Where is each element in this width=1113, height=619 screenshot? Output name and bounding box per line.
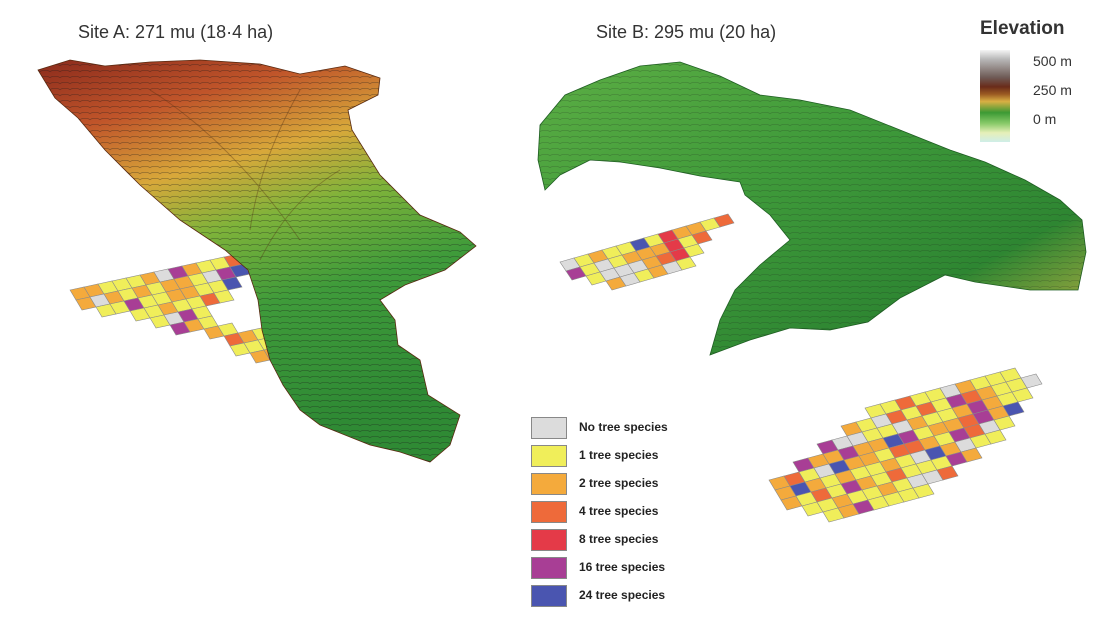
legend-swatch [531,501,567,523]
plot-cell [713,213,735,228]
elevation-tick-500: 500 m [1033,53,1072,69]
plot-cell [993,415,1016,431]
site-a-terrain [37,59,477,463]
plot-cell [675,256,697,271]
legend-swatch [531,585,567,607]
site-b-species-grid [559,213,1043,523]
legend-label: 16 tree species [579,560,666,574]
plot-cell [936,465,959,481]
legend-label: No tree species [579,420,668,434]
legend-label: 4 tree species [579,504,659,518]
legend-swatch [531,557,567,579]
site-a-title: Site A: 271 mu (18·4 ha) [78,22,274,42]
legend-swatch [531,445,567,467]
plot-cell [960,447,983,463]
legend-label: 24 tree species [579,588,666,602]
plot-cell [221,276,243,291]
elevation-tick-0: 0 m [1033,111,1057,127]
site-b-title: Site B: 295 mu (20 ha) [596,22,777,42]
legend-label: 8 tree species [579,532,659,546]
legend-swatch [531,529,567,551]
legend-label: 1 tree species [579,448,659,462]
plot-cell [1011,387,1034,403]
plot-cell [984,429,1007,445]
plot-cell [683,243,705,258]
plot-cell [213,289,235,304]
plot-cell [1002,401,1025,417]
elevation-legend-title: Elevation [980,18,1065,39]
plot-cell [1020,373,1043,389]
legend-swatch [531,417,567,439]
plot-cell [912,483,935,499]
legend-label: 2 tree species [579,476,659,490]
legend-swatch [531,473,567,495]
plot-cell [691,230,713,245]
site-b-terrain [537,61,1087,356]
elevation-color-ramp [980,50,1010,142]
elevation-tick-250: 250 m [1033,82,1072,98]
